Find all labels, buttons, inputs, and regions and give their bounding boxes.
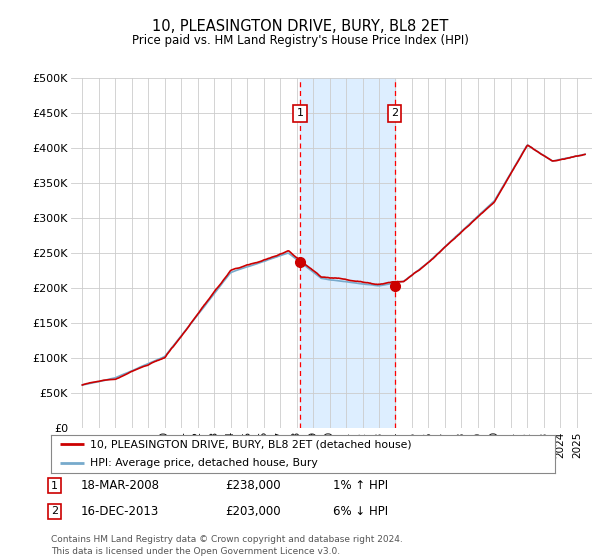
Text: 1: 1 [51, 480, 58, 491]
Text: £238,000: £238,000 [225, 479, 281, 492]
Text: 18-MAR-2008: 18-MAR-2008 [81, 479, 160, 492]
Text: Contains HM Land Registry data © Crown copyright and database right 2024.
This d: Contains HM Land Registry data © Crown c… [51, 535, 403, 556]
Text: 1% ↑ HPI: 1% ↑ HPI [333, 479, 388, 492]
Text: 10, PLEASINGTON DRIVE, BURY, BL8 2ET: 10, PLEASINGTON DRIVE, BURY, BL8 2ET [152, 20, 448, 34]
Text: 2: 2 [51, 506, 58, 516]
Text: 1: 1 [296, 109, 304, 118]
Bar [300, 78, 395, 428]
Text: £203,000: £203,000 [225, 505, 281, 518]
Text: 10, PLEASINGTON DRIVE, BURY, BL8 2ET (detached house): 10, PLEASINGTON DRIVE, BURY, BL8 2ET (de… [91, 439, 412, 449]
Text: 6% ↓ HPI: 6% ↓ HPI [333, 505, 388, 518]
Text: Price paid vs. HM Land Registry's House Price Index (HPI): Price paid vs. HM Land Registry's House … [131, 34, 469, 48]
Text: 16-DEC-2013: 16-DEC-2013 [81, 505, 159, 518]
Text: 2: 2 [391, 109, 398, 118]
Text: HPI: Average price, detached house, Bury: HPI: Average price, detached house, Bury [91, 458, 318, 468]
